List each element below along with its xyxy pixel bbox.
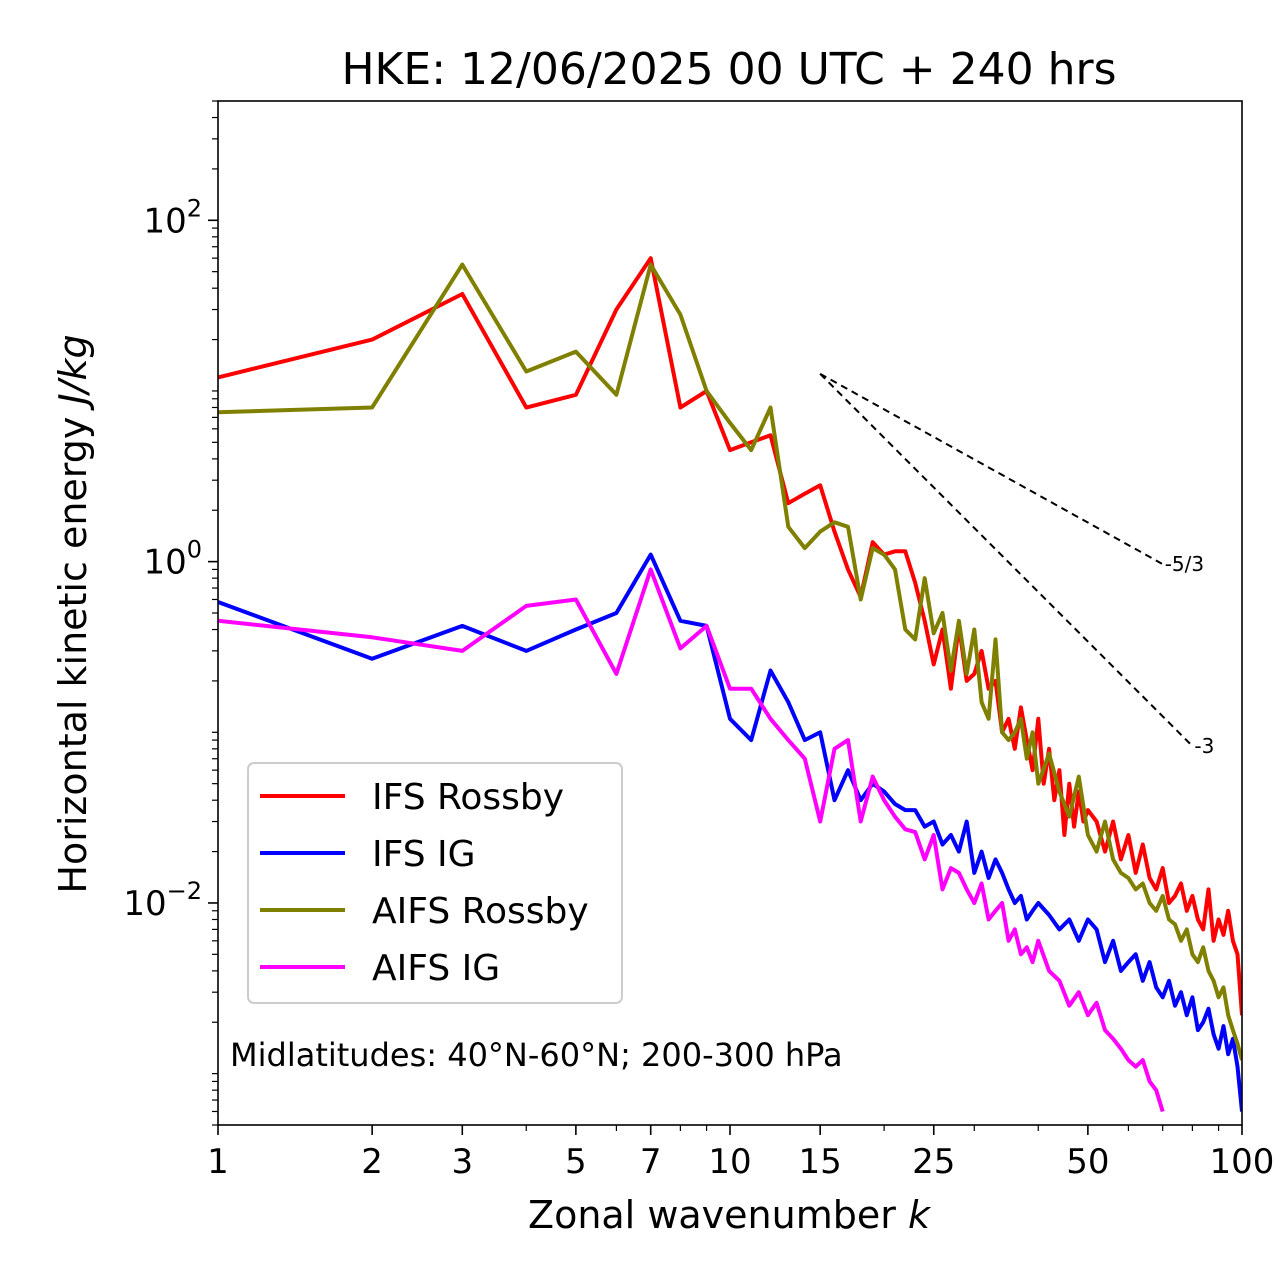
x-tick-label: 10	[708, 1142, 751, 1182]
x-tick-label: 25	[912, 1142, 955, 1182]
reference-slopes: -5/3 -3	[819, 372, 1214, 758]
reference-slope-line	[819, 373, 1194, 747]
svg-text:Zonal wavenumber k: Zonal wavenumber k	[528, 1193, 932, 1237]
region-annotation: Midlatitudes: 40°N-60°N; 200-300 hPa	[230, 1036, 843, 1074]
y-tick-label: 10−2	[123, 877, 202, 924]
legend-label: IFS IG	[372, 834, 476, 875]
y-axis-ticks: 10−2 100 102	[123, 194, 218, 924]
y-tick-label: 102	[143, 194, 202, 241]
x-tick-label: 1	[207, 1142, 229, 1182]
x-axis-label-text: Zonal wavenumber	[528, 1193, 896, 1237]
x-axis-label-variable: k	[908, 1193, 932, 1237]
x-tick-label: 2	[361, 1142, 383, 1182]
series-line-ifs-rossby	[218, 256, 1242, 1016]
reference-slope-label: -5/3	[1165, 552, 1204, 576]
x-tick-label: 100	[1210, 1142, 1275, 1182]
x-tick-label: 15	[799, 1142, 842, 1182]
x-axis-ticks: 1 2 3 5 7 10 15 25 50 100	[207, 1125, 1274, 1182]
legend-label: AIFS IG	[372, 948, 500, 989]
y-tick-label: 100	[143, 536, 202, 583]
x-tick-label: 7	[640, 1142, 662, 1182]
svg-text:Horizontal kinetic energy J/kg: Horizontal kinetic energy J/kg	[51, 334, 95, 893]
legend-box	[247, 762, 623, 1004]
x-tick-label: 3	[451, 1142, 473, 1182]
series-layer	[218, 256, 1242, 1113]
x-axis-label: Zonal wavenumber k	[528, 1193, 932, 1237]
legend: IFS Rossby IFS IG AIFS Rossby AIFS IG	[247, 762, 623, 1004]
reference-slope-label: -3	[1194, 734, 1214, 758]
y-axis-label: Horizontal kinetic energy J/kg	[51, 334, 95, 893]
minor-ticks	[212, 100, 1220, 1131]
legend-label: AIFS Rossby	[372, 891, 589, 932]
x-tick-label: 5	[565, 1142, 587, 1182]
y-axis-label-text: Horizontal kinetic energy	[51, 417, 95, 894]
plot-frame	[217, 100, 1243, 1126]
chart-title: HKE: 12/06/2025 00 UTC + 240 hrs	[341, 44, 1116, 95]
series-line-aifs-rossby	[218, 262, 1242, 1061]
series-line-ifs-ig	[218, 552, 1242, 1112]
reference-slope-line	[819, 372, 1164, 566]
legend-label: IFS Rossby	[372, 777, 564, 818]
x-tick-label: 50	[1066, 1142, 1109, 1182]
series-line-aifs-ig	[218, 567, 1165, 1113]
y-axis-label-unit: J/kg	[51, 334, 95, 411]
